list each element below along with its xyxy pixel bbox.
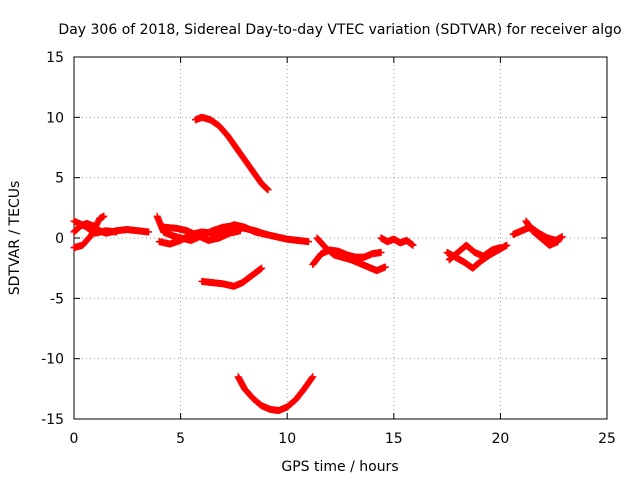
series-track-near-zero-c — [70, 217, 121, 237]
y-tick-label: 15 — [46, 50, 64, 66]
series-track-low-arc — [234, 373, 317, 415]
data-point — [100, 212, 108, 220]
plot-frame — [73, 56, 608, 420]
data-points — [70, 113, 566, 415]
series-track-evening-d — [522, 217, 562, 249]
y-tick-label: -15 — [41, 412, 64, 428]
data-point — [309, 373, 317, 381]
y-tick-label: -10 — [41, 352, 64, 368]
data-point — [409, 241, 417, 249]
series-track-high-arc — [192, 113, 272, 194]
x-tick-label: 0 — [70, 431, 79, 447]
x-tick-label: 25 — [598, 431, 616, 447]
data-point — [554, 238, 562, 246]
y-tick-label: 0 — [55, 231, 64, 247]
data-point — [236, 227, 244, 235]
x-axis-label: GPS time / hours — [281, 459, 398, 475]
data-point — [558, 233, 566, 241]
series-track-mid-negative — [198, 264, 266, 290]
series-track-mid-day-c — [377, 234, 417, 249]
data-point — [496, 244, 504, 252]
data-point — [305, 238, 313, 246]
series-track-evening-b — [445, 241, 504, 264]
grid — [74, 57, 607, 419]
x-tick-label: 20 — [491, 431, 509, 447]
data-point — [381, 263, 389, 271]
y-tick-label: 5 — [55, 171, 64, 187]
chart-title: Day 306 of 2018, Sidereal Day-to-day VTE… — [58, 22, 621, 38]
data-point — [308, 374, 316, 382]
data-point — [113, 228, 121, 236]
data-point — [264, 186, 272, 194]
y-axis-label: SDTVAR / TECUs — [7, 181, 23, 296]
data-point — [258, 264, 266, 272]
data-point — [377, 248, 385, 256]
data-point — [503, 241, 511, 249]
x-tick-label: 5 — [176, 431, 185, 447]
y-tick-label: 10 — [46, 110, 64, 126]
series-track-mid-day-b — [309, 246, 385, 269]
series-track-near-zero-f — [160, 223, 244, 244]
axis-ticks: 0 5 10 15 20 25 -15 -10 -5 0 5 10 15 — [41, 50, 616, 447]
x-tick-label: 15 — [385, 431, 403, 447]
data-point — [145, 228, 153, 236]
series-track-near-zero-b — [70, 212, 108, 252]
series-track-near-zero-e — [155, 221, 270, 248]
x-tick-label: 10 — [278, 431, 296, 447]
y-tick-label: -5 — [50, 291, 64, 307]
data-point — [262, 230, 270, 238]
